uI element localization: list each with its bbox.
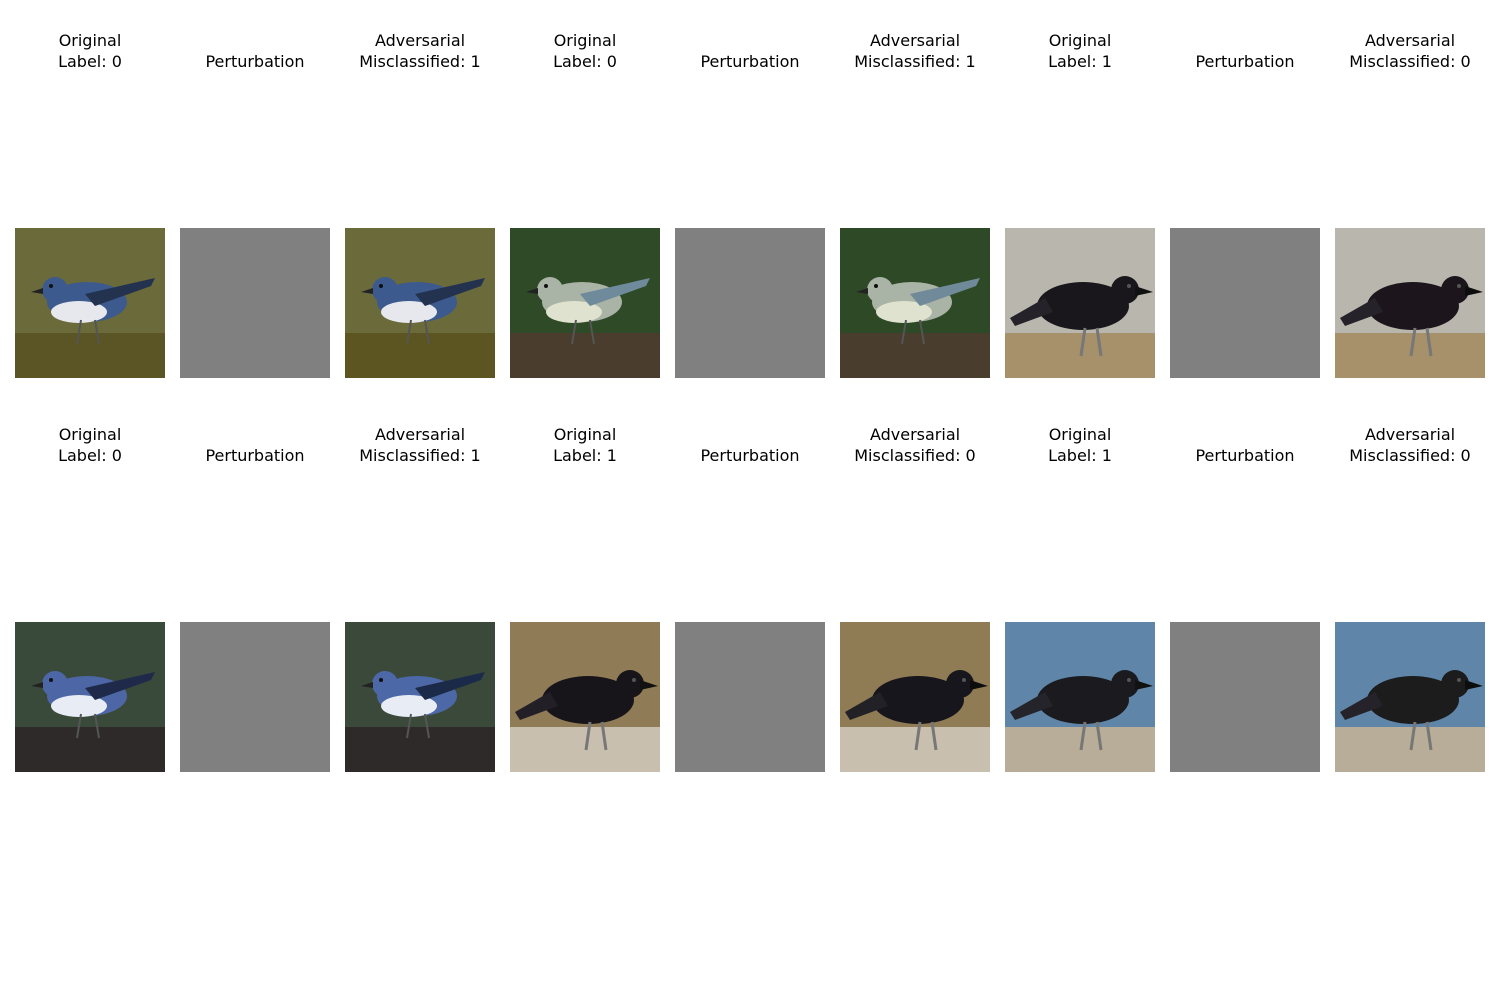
original-image xyxy=(15,228,165,378)
original-title: Original Label: 0 xyxy=(553,31,617,71)
perturbation-title: Perturbation xyxy=(205,52,305,71)
perturbation-title: Perturbation xyxy=(1195,446,1295,465)
adversarial-image xyxy=(1335,228,1485,378)
original-title: Original Label: 1 xyxy=(1048,31,1112,71)
adversarial-title: Adversarial Misclassified: 0 xyxy=(854,425,976,465)
original-image xyxy=(1005,228,1155,378)
perturbation-image xyxy=(1170,228,1320,378)
perturbation-title: Perturbation xyxy=(205,446,305,465)
perturbation-image xyxy=(675,622,825,772)
adversarial-title: Adversarial Misclassified: 1 xyxy=(854,31,976,71)
original-image xyxy=(510,622,660,772)
original-title: Original Label: 1 xyxy=(553,425,617,465)
adversarial-title: Adversarial Misclassified: 1 xyxy=(359,31,481,71)
perturbation-title: Perturbation xyxy=(1195,52,1295,71)
original-title: Original Label: 0 xyxy=(58,425,122,465)
perturbation-title: Perturbation xyxy=(700,446,800,465)
original-title: Original Label: 1 xyxy=(1048,425,1112,465)
adversarial-title: Adversarial Misclassified: 1 xyxy=(359,425,481,465)
perturbation-image xyxy=(675,228,825,378)
perturbation-title: Perturbation xyxy=(700,52,800,71)
adversarial-title: Adversarial Misclassified: 0 xyxy=(1349,31,1471,71)
perturbation-image xyxy=(180,228,330,378)
adversarial-title: Adversarial Misclassified: 0 xyxy=(1349,425,1471,465)
adversarial-image xyxy=(840,622,990,772)
adversarial-image xyxy=(345,622,495,772)
perturbation-image xyxy=(1170,622,1320,772)
perturbation-image xyxy=(180,622,330,772)
original-image xyxy=(15,622,165,772)
original-title: Original Label: 0 xyxy=(58,31,122,71)
original-image xyxy=(1005,622,1155,772)
adversarial-image xyxy=(840,228,990,378)
adversarial-image xyxy=(1335,622,1485,772)
adversarial-image xyxy=(345,228,495,378)
original-image xyxy=(510,228,660,378)
